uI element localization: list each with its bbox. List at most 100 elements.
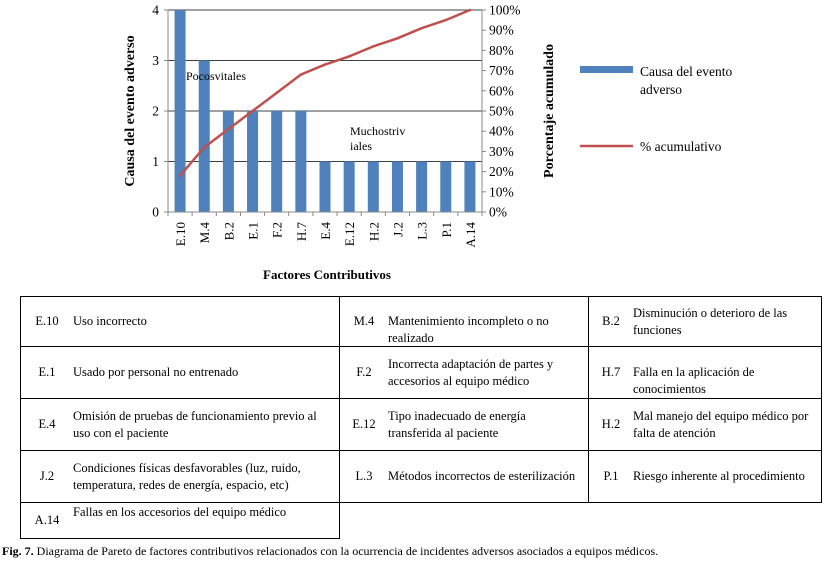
- x-tick-label: E.4: [318, 222, 333, 240]
- cumulative-point-B.2: [227, 127, 230, 131]
- bar-F.2: [271, 111, 283, 212]
- y-axis-label: Causa del evento adverso: [123, 35, 138, 186]
- y-tick-label: 4: [152, 3, 159, 18]
- bar-J.2: [391, 161, 403, 212]
- cumulative-point-L.3: [420, 26, 423, 30]
- y2-tick-label: 10%: [489, 184, 514, 199]
- factor-description: Fallas en los accesorios del equipo médi…: [73, 505, 287, 519]
- y2-tick-label: 20%: [489, 164, 514, 179]
- x-tick-label: M.4: [197, 222, 212, 244]
- bar-A.14: [464, 161, 476, 212]
- legend: Causa del evento adverso % acumulativo: [580, 64, 736, 154]
- bar-E.10: [174, 10, 186, 212]
- factor-code: F.2: [356, 365, 372, 379]
- bars: [174, 10, 476, 212]
- table-cell: F.2 Incorrecta adaptación de partes y acc…: [339, 346, 589, 399]
- factor-code: M.4: [353, 314, 375, 328]
- table-cell: L.3 Métodos incorrectos de esterilización: [339, 450, 589, 503]
- y2-tick-label: 30%: [489, 144, 514, 159]
- x-tick-label: H.7: [294, 222, 309, 242]
- factor-description: Usado por personal no entrenado: [73, 365, 239, 379]
- factor-description: Omisión de pruebas de funcionamiento pre…: [73, 409, 317, 440]
- x-tick-label: J.2: [390, 222, 405, 237]
- table-cell: H.7 Falla en la aplicación de conocimient…: [588, 346, 822, 399]
- factor-code: E.10: [35, 314, 59, 328]
- table-cell: J.2 Condiciones físicas desfavorables (lu…: [20, 450, 340, 503]
- x-tick-label: E.1: [246, 222, 261, 240]
- x-tick-label: L.3: [415, 222, 430, 240]
- factor-description: Riesgo inherente al procedimiento: [633, 469, 805, 483]
- cumulative-point-M.4: [202, 146, 206, 149]
- y2-tick-label: 50%: [489, 104, 514, 119]
- cumulative-point-P.1: [444, 18, 448, 22]
- y2-axis-label: Porcentaje acumulado: [542, 44, 557, 178]
- annotation-pocosvitales: Pocosvitales: [186, 69, 246, 83]
- table-cell: M.4 Mantenimiento incompleto o no realiza…: [339, 296, 589, 347]
- factor-code: E.4: [38, 417, 56, 431]
- caption-label: Fig. 7.: [2, 544, 34, 558]
- factor-description: Incorrecta adaptación de partes y acceso…: [388, 357, 554, 388]
- table-cell: H.2 Mal manejo del equipo médico por falt…: [588, 398, 822, 451]
- bar-L.3: [416, 161, 428, 212]
- pareto-chart: 012340%10%20%30%40%50%60%70%80%90%100%E.…: [123, 3, 736, 283]
- cumulative-point-E.10: [178, 174, 182, 177]
- bar-E.4: [319, 161, 331, 212]
- cumulative-point-H.2: [372, 45, 375, 48]
- factor-description: Uso incorrecto: [73, 314, 147, 328]
- annotation-muchostriviales: Muchostriv iales: [350, 124, 408, 153]
- table-cell: E.4 Omisión de pruebas de funcionamiento …: [20, 398, 340, 451]
- table-cell: P.1 Riesgo inherente al procedimiento: [588, 450, 822, 503]
- table-cell: E.12 Tipo inadecuado de energía transferi…: [339, 398, 589, 451]
- x-tick-label: H.2: [366, 222, 381, 241]
- bar-H.7: [295, 111, 307, 212]
- y2-tick-label: 90%: [489, 23, 514, 38]
- bar-M.4: [198, 60, 210, 212]
- figure-caption: Fig. 7. Diagrama de Pareto de factores c…: [2, 544, 658, 559]
- table-cell: A.14 Fallas en los accesorios del equipo …: [20, 502, 340, 539]
- y-tick-label: 0: [152, 205, 159, 220]
- y2-tick-label: 40%: [489, 124, 514, 139]
- y-tick-label: 1: [152, 154, 159, 169]
- x-tick-label: B.2: [221, 222, 236, 240]
- factor-description: Tipo inadecuado de energía transferida a…: [388, 409, 526, 440]
- y2-tick-label: 70%: [489, 63, 514, 78]
- y-tick-label: 3: [152, 53, 159, 68]
- y2-tick-label: 0%: [489, 205, 507, 220]
- cumulative-point-F.2: [275, 91, 278, 95]
- legend-label-bars: Causa del evento adverso: [640, 64, 736, 97]
- y2-tick-label: 100%: [489, 3, 521, 18]
- caption-text: Diagrama de Pareto de factores contribut…: [33, 544, 659, 558]
- factor-code: E.12: [352, 417, 376, 431]
- x-tick-label: A.14: [463, 222, 478, 248]
- factor-description: Mal manejo del equipo médico por falta d…: [633, 409, 809, 440]
- bar-B.2: [222, 111, 234, 212]
- factor-description: Condiciones físicas desfavorables (luz, …: [73, 461, 301, 492]
- cumulative-line: [178, 8, 472, 177]
- bar-E.12: [343, 161, 355, 212]
- cumulative-point-E.12: [347, 55, 351, 58]
- y2-tick-label: 60%: [489, 83, 514, 98]
- cumulative-point-H.7: [299, 73, 303, 76]
- y-tick-label: 2: [152, 104, 159, 119]
- legend-label-line: % acumulativo: [640, 139, 722, 154]
- x-tick-label: F.2: [270, 222, 285, 238]
- bar-H.2: [367, 161, 379, 212]
- bar-P.1: [440, 161, 452, 212]
- cumulative-point-E.1: [251, 109, 254, 113]
- factor-code: L.3: [355, 469, 373, 483]
- x-tick-label: E.12: [342, 222, 357, 246]
- factor-description: Mantenimiento incompleto o no realizado: [388, 314, 549, 345]
- factor-code: H.7: [601, 365, 621, 379]
- factor-description: Disminución o deterioro de las funciones: [633, 306, 788, 337]
- cumulative-point-J.2: [396, 36, 399, 40]
- factor-code: P.1: [603, 469, 619, 483]
- y2-tick-label: 80%: [489, 43, 514, 58]
- factor-code: H.2: [601, 417, 621, 431]
- factor-description: Falla en la aplicación de conocimientos: [633, 365, 755, 396]
- factor-code: A.14: [34, 513, 60, 527]
- table-cell: B.2 Disminución o deterioro de las funcio…: [588, 296, 822, 347]
- x-tick-label: E.10: [173, 222, 188, 246]
- factor-code: J.2: [39, 469, 55, 483]
- factor-description: Métodos incorrectos de esterilización: [388, 469, 576, 483]
- x-tick-label: P.1: [439, 222, 454, 238]
